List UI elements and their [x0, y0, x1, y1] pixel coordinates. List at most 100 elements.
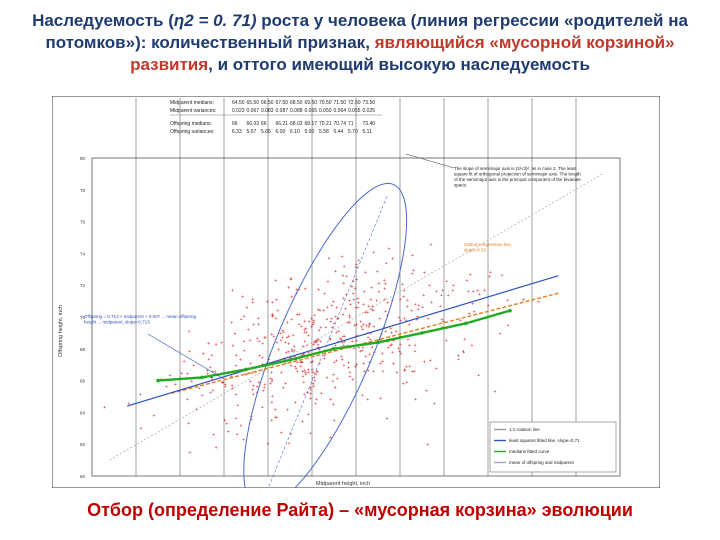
scatter-point: +	[285, 335, 288, 341]
table-cell: 66.50	[261, 100, 274, 106]
scatter-point: +	[339, 336, 342, 342]
scatter-point: +	[319, 339, 322, 345]
scatter-point: +	[310, 324, 313, 330]
scatter-point: +	[336, 316, 339, 322]
median-point	[288, 358, 292, 362]
scatter-point: +	[301, 369, 304, 375]
median-point	[332, 347, 336, 351]
scatter-point: +	[256, 336, 259, 342]
scatter-point: +	[236, 432, 239, 438]
scatter-point: +	[389, 326, 392, 332]
legend-label: medians fitted curve	[509, 449, 550, 454]
scatter-point: +	[392, 362, 395, 368]
scatter-point: +	[283, 359, 286, 365]
scatter-point: +	[499, 332, 502, 338]
scatter-point: +	[139, 392, 142, 398]
scatter-point: +	[284, 381, 287, 387]
scatter-point: +	[384, 329, 387, 335]
scatter-point: +	[366, 310, 369, 316]
y-tick-label: 72	[80, 283, 86, 288]
scatter-point: +	[430, 300, 433, 306]
scatter-point: +	[329, 397, 332, 403]
scatter-point: +	[361, 393, 364, 399]
scatter-point: +	[371, 345, 374, 351]
scatter-point: +	[411, 253, 414, 259]
scatter-point: +	[231, 343, 234, 349]
scatter-point: +	[361, 327, 364, 333]
scatter-point: +	[334, 269, 337, 275]
scatter-point: +	[169, 373, 172, 379]
scatter-point: +	[500, 273, 503, 279]
annotation-right-arrow	[405, 153, 455, 169]
scatter-point: +	[473, 310, 476, 316]
scatter-point: +	[537, 299, 540, 305]
scatter-point: +	[258, 380, 261, 386]
scatter-point: +	[376, 269, 379, 275]
table-cell: 5.70	[348, 129, 358, 135]
scatter-point: +	[152, 414, 155, 420]
scatter-point: +	[305, 330, 308, 336]
table-cell: 0.067	[247, 108, 260, 114]
table-cell: 5.66	[261, 129, 271, 135]
scatter-point: +	[414, 302, 417, 308]
scatter-point: +	[391, 256, 394, 262]
scatter-point: +	[271, 312, 274, 318]
scatter-point: +	[383, 297, 386, 303]
scatter-point: +	[225, 422, 228, 428]
scatter-point: +	[379, 338, 382, 344]
scatter-point: +	[352, 279, 355, 285]
scatter-point: +	[274, 415, 277, 421]
slide-title: Наследуемость (η2 = 0. 71) роста у челов…	[10, 10, 710, 76]
scatter-point: +	[333, 418, 336, 424]
scatter-point: +	[406, 337, 409, 343]
scatter-point: +	[353, 346, 356, 352]
scatter-point: +	[287, 350, 290, 356]
scatter-point: +	[349, 375, 352, 381]
scatter-point: +	[349, 345, 352, 351]
scatter-point: +	[351, 339, 354, 345]
scatter-point: +	[299, 364, 302, 370]
scatter-point: +	[459, 318, 462, 324]
legend-label: mean of offspring and midparent	[509, 460, 574, 465]
scatter-point: +	[280, 431, 283, 437]
scatter-point: +	[103, 405, 106, 411]
scatter-point: +	[271, 300, 274, 306]
table-cell: 5.07	[247, 129, 257, 135]
scatter-point: +	[367, 368, 370, 374]
scatter-point: +	[410, 308, 413, 314]
y-tick-label: 68	[80, 347, 86, 352]
scatter-point: +	[271, 400, 274, 406]
scatter-point: +	[399, 342, 402, 348]
scatter-point: +	[290, 317, 293, 323]
scatter-point: +	[249, 338, 252, 344]
scatter-point: +	[332, 402, 335, 408]
y-tick-label: 80	[80, 156, 86, 161]
scatter-point: +	[355, 362, 358, 368]
scatter-point: +	[323, 353, 326, 359]
scatter-point: +	[263, 385, 266, 391]
scatter-point: +	[235, 363, 238, 369]
scatter-point: +	[212, 432, 215, 438]
scatter-point: +	[329, 337, 332, 343]
table-cell: 0.050	[319, 108, 332, 114]
scatter-point: +	[281, 328, 284, 334]
scatter-point: +	[295, 292, 298, 298]
scatter-point: +	[180, 371, 183, 377]
table-cell: 6.10	[290, 129, 300, 135]
scatter-point: +	[315, 338, 318, 344]
scatter-point: +	[405, 380, 408, 386]
y-tick-label: 74	[80, 251, 86, 256]
scatter-point: +	[414, 397, 417, 403]
scatter-point: +	[269, 382, 272, 388]
annotation-left: Offspring = 0.713 × midparent + 0.007 ..…	[84, 314, 197, 325]
scatter-point: +	[368, 352, 371, 358]
scatter-point: +	[417, 307, 420, 313]
scatter-point: +	[408, 322, 411, 328]
scatter-point: +	[276, 340, 279, 346]
table-cell: 70.74	[334, 121, 347, 127]
scatter-point: +	[296, 369, 299, 375]
scatter-point: +	[413, 369, 416, 375]
scatter-point: +	[385, 416, 388, 422]
scatter-point: +	[340, 354, 343, 360]
scatter-point: +	[275, 297, 278, 303]
